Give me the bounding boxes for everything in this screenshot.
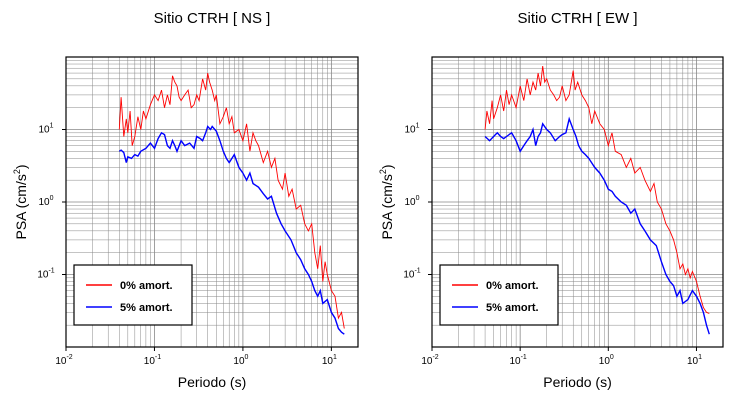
legend-label-1: 5% amort. [486,302,539,314]
y-tick-label: 101 [38,123,53,136]
x-tick-label: 10-2 [421,354,438,367]
x-tick-base: 10 [233,356,245,367]
chart-title: Sitio CTRH [ EW ] [517,10,637,27]
chart-panel-1: Sitio CTRH [ EW ]10-2 10-1 100 10110-110010… [378,10,724,390]
legend: 0% amort. 5% amort. [439,264,559,326]
x-tick-exp: 0 [610,354,614,361]
x-tick-base: 10 [322,356,334,367]
y-tick-exp: -1 [48,268,54,275]
series-line-0 [484,66,710,314]
y-axis-label-tail: ) [379,164,395,169]
y-tick-base: 10 [38,125,50,136]
series-line-0 [118,73,345,329]
y-tick-label: 101 [404,123,419,136]
y-tick-base: 10 [37,270,49,281]
y-axis-label-main: PSA (cm/s [13,174,29,239]
series-line-1 [484,116,710,335]
y-tick-base: 10 [404,197,416,208]
y-tick-exp: 0 [50,195,54,202]
x-tick-label: 10-2 [55,354,72,367]
x-tick-exp: -2 [66,354,72,361]
legend-label-0: 0% amort. [486,280,539,292]
legend: 0% amort. 5% amort. [73,264,193,326]
x-tick-base: 10 [421,356,433,367]
y-tick-label: 100 [38,195,53,208]
x-tick-base: 10 [144,356,156,367]
x-tick-exp: 1 [698,354,702,361]
y-tick-base: 10 [403,270,415,281]
x-tick-exp: -1 [521,354,527,361]
series-line-1 [118,125,345,335]
y-axis-label-tail: ) [13,164,29,169]
legend-box [439,264,559,326]
x-tick-base: 10 [687,356,699,367]
x-axis-label: Periodo (s) [178,374,246,390]
y-axis-label-sup: 2 [12,169,22,174]
x-tick-label: 101 [322,354,337,367]
x-tick-base: 10 [55,356,67,367]
y-tick-base: 10 [404,125,416,136]
x-tick-base: 10 [509,356,521,367]
y-axis-label-main: PSA (cm/s [379,174,395,239]
y-tick-exp: 1 [50,123,54,130]
x-tick-exp: 0 [245,354,249,361]
x-tick-label: 100 [233,354,248,367]
x-tick-exp: -2 [432,354,438,361]
chart-panel-0: Sitio CTRH [ NS ]10-2 10-1 100 10110-110010… [12,10,359,390]
y-tick-exp: 1 [416,123,420,130]
y-tick-label: 100 [404,195,419,208]
x-tick-exp: 1 [333,354,337,361]
x-tick-label: 10-1 [509,354,526,367]
y-tick-exp: 0 [416,195,420,202]
legend-label-1: 5% amort. [120,302,173,314]
y-axis-label: PSA (cm/s2) [378,164,395,239]
legend-box [73,264,193,326]
x-tick-exp: -1 [155,354,161,361]
x-axis-label: Periodo (s) [543,374,611,390]
y-tick-label: 10-1 [403,268,420,281]
y-tick-exp: -1 [414,268,420,275]
legend-label-0: 0% amort. [120,280,173,292]
y-tick-label: 10-1 [37,268,54,281]
chart-title: Sitio CTRH [ NS ] [154,10,271,27]
y-tick-base: 10 [38,197,50,208]
x-tick-label: 10-1 [144,354,161,367]
x-tick-label: 101 [687,354,702,367]
x-tick-base: 10 [599,356,611,367]
y-axis-label-sup: 2 [378,169,388,174]
y-axis-label: PSA (cm/s2) [12,164,29,239]
x-tick-label: 100 [599,354,614,367]
